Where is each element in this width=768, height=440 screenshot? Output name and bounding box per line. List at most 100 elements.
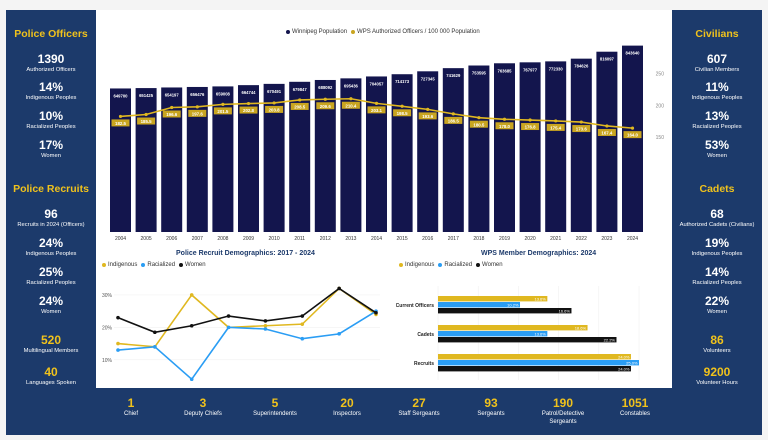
population-bar: [110, 88, 131, 232]
officers-rate-label: 193.6: [422, 114, 434, 119]
civilians-title: Civilians: [695, 28, 739, 40]
right-axis-tick: 200: [656, 103, 665, 109]
member-bar-label: 24.0%: [618, 366, 630, 371]
rank-stat: 190 Patrol/Detective Sergeants: [541, 396, 585, 425]
left-panel: Police Officers 1390 Authorized Officers …: [6, 10, 96, 435]
population-bar: [570, 58, 592, 232]
series-line-women: [117, 287, 377, 334]
cadets-stat: 22% Women: [704, 294, 730, 315]
category-label: Cadets: [417, 332, 434, 338]
member-bar-label: 18.6%: [575, 325, 587, 330]
officers-stat: 17% Women: [38, 138, 64, 159]
x-axis-tick: 2019: [499, 236, 510, 242]
series-point: [300, 322, 305, 326]
police-officers-title: Police Officers: [14, 28, 88, 40]
legend-racialized: Racialized: [141, 262, 175, 268]
population-bar: [340, 78, 362, 232]
officers-rate-label: 185.5: [141, 119, 153, 124]
member-bar-label: 13.6%: [535, 331, 547, 336]
rank-stat: 20 Inspectors: [333, 396, 361, 417]
series-point: [263, 327, 268, 331]
series-point: [300, 314, 305, 318]
officers-rate-point: [272, 101, 276, 105]
legend-women: Women: [476, 262, 503, 268]
rank-stat: 93 Sergeants: [477, 396, 505, 417]
population-bar: [263, 83, 285, 232]
officers-rate-point: [605, 124, 609, 128]
volunteer-hours-stat: 9200 Volunteer Hours: [696, 365, 738, 386]
population-bar: [161, 87, 183, 232]
population-label: 649700: [114, 93, 129, 98]
series-point: [300, 336, 305, 341]
y-axis-tick: 30%: [102, 293, 113, 299]
series-point: [374, 310, 378, 315]
population-label: 695436: [344, 83, 359, 88]
population-label: 714173: [395, 79, 410, 84]
officers-rate-point: [323, 97, 327, 101]
officers-rate-point: [195, 105, 199, 109]
officers-rate-label-bg: [111, 119, 130, 127]
officers-rate-label: 186.5: [448, 118, 460, 123]
officers-rate-label: 182.5: [115, 121, 127, 126]
officers-rate-label-bg: [572, 125, 591, 133]
x-axis-tick: 2016: [422, 236, 433, 242]
y-axis-tick: 10%: [102, 358, 113, 364]
x-axis-tick: 2012: [320, 236, 331, 242]
right-axis-tick: 250: [656, 72, 665, 78]
population-label: 656476: [190, 92, 205, 97]
x-axis-tick: 2015: [397, 236, 408, 242]
x-axis-tick: 2020: [525, 236, 536, 242]
population-label: 679847: [293, 87, 308, 92]
y-axis-tick: 20%: [102, 325, 113, 331]
officers-rate-label-bg: [623, 131, 642, 139]
officers-rate-label-bg: [495, 122, 514, 130]
population-label: 654197: [165, 92, 180, 97]
officers-rate-label-bg: [418, 112, 437, 120]
officers-rate-label: 202.8: [243, 108, 255, 113]
officers-rate-point: [298, 98, 302, 102]
recruit-chart-legend: Indigenous Racialized Women: [102, 262, 206, 268]
series-point: [226, 314, 231, 318]
series-point: [189, 323, 194, 328]
officers-rate-label: 203.1: [371, 108, 383, 113]
x-axis-tick: 2017: [448, 236, 459, 242]
officers-rate-label-bg: [316, 102, 335, 110]
officers-rate-label: 196.6: [166, 112, 178, 117]
officers-rate-point: [426, 107, 430, 111]
recruits-stat: 24% Women: [38, 294, 64, 315]
series-point: [226, 325, 231, 330]
member-bar-label: 22.2%: [604, 337, 616, 342]
series-point: [153, 330, 157, 335]
population-label: 772330: [549, 66, 564, 71]
member-bar-label: 24.0%: [618, 354, 630, 359]
officers-rate-point: [170, 105, 174, 110]
rank-stat: 5 Superintendents: [253, 396, 297, 417]
x-axis-tick: 2011: [294, 236, 305, 242]
officers-rate-point: [374, 101, 379, 105]
member-bar-racialized: [438, 360, 639, 366]
population-bar: [135, 88, 157, 232]
population-bar: [289, 81, 311, 233]
population-bar: [596, 51, 618, 233]
member-bar-indigenous: [438, 354, 631, 360]
population-bar: [238, 85, 259, 232]
top-chart-legend: Winnipeg Population WPS Authorized Offic…: [286, 29, 480, 35]
rank-stat: 1051 Constables: [619, 396, 651, 417]
member-bar-label: 13.6%: [535, 296, 547, 301]
population-bar: [186, 86, 208, 233]
population-bar: [417, 71, 439, 232]
officers-rate-label: 180.5: [473, 122, 485, 127]
main-content: Winnipeg Population WPS Authorized Offic…: [96, 10, 672, 394]
x-axis-tick: 2010: [269, 236, 280, 242]
officers-stat: 10% Racialized Peoples: [26, 109, 76, 130]
officers-rate-label: 175.4: [550, 126, 562, 131]
member-bar-racialized: [438, 331, 548, 337]
x-axis-tick: 2024: [627, 236, 638, 242]
member-bar-label: 10.2%: [507, 302, 519, 307]
x-axis-tick: 2008: [217, 236, 228, 242]
cadets-title: Cadets: [699, 183, 735, 195]
officers-rate-label-bg: [162, 110, 181, 118]
x-axis-tick: 2014: [371, 236, 382, 242]
officers-rate-point: [349, 97, 353, 101]
officers-rate-point: [400, 104, 404, 108]
